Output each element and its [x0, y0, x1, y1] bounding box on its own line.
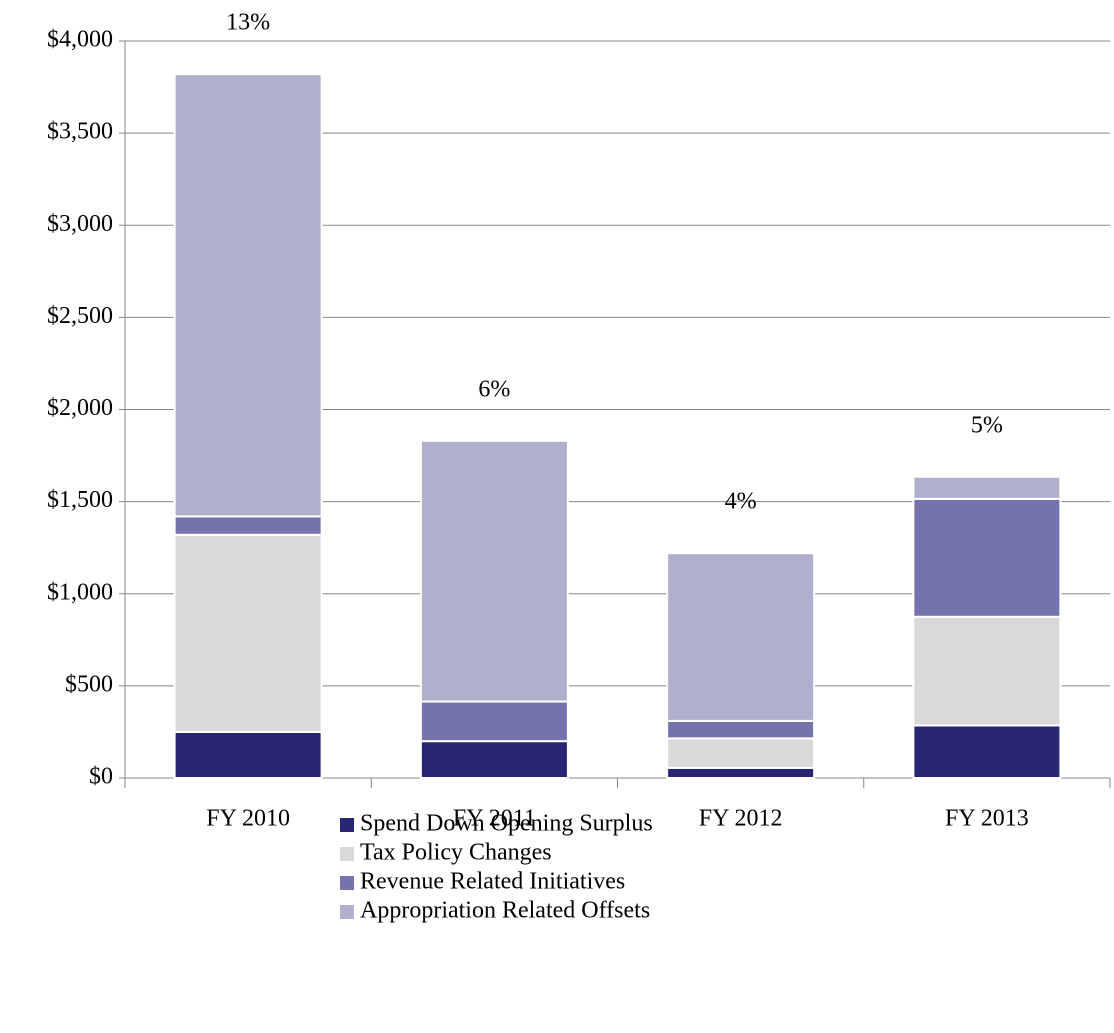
y-tick-label: $2,500 — [47, 303, 113, 329]
bar-segment — [173, 533, 323, 733]
x-tick-label: FY 2012 — [699, 806, 783, 832]
bar-segment — [666, 552, 816, 722]
x-tick-label: FY 2010 — [206, 806, 290, 832]
y-tick-label: $3,500 — [47, 119, 113, 145]
bar-segment — [419, 740, 569, 780]
bar-segment — [666, 737, 816, 769]
bar-segment — [912, 615, 1062, 727]
bar-segment — [173, 73, 323, 518]
bar-segment — [666, 719, 816, 740]
bar-segment — [912, 497, 1062, 618]
y-tick-label: $1,500 — [47, 487, 113, 513]
annotation: 13% — [226, 10, 270, 36]
y-tick-label: $1,000 — [47, 579, 113, 605]
legend-label: Revenue Related Initiatives — [360, 869, 625, 895]
legend-label: Tax Policy Changes — [360, 840, 552, 866]
y-tick-label: $2,000 — [47, 395, 113, 421]
legend-swatch — [340, 847, 354, 861]
bar-segment — [419, 439, 569, 703]
annotation: 4% — [725, 489, 757, 515]
bar-segment — [666, 766, 816, 780]
legend-label: Appropriation Related Offsets — [360, 898, 650, 924]
x-tick-label: FY 2013 — [945, 806, 1029, 832]
legend-swatch — [340, 905, 354, 919]
x-tick-label: FY 2011 — [453, 806, 536, 832]
y-tick-label: $3,000 — [47, 211, 113, 237]
annotation: 6% — [478, 376, 510, 402]
legend-swatch — [340, 818, 354, 832]
bar-segment — [419, 700, 569, 743]
bar-segment — [912, 475, 1062, 500]
annotation: 5% — [971, 412, 1003, 438]
bar-segment — [173, 730, 323, 779]
legend-swatch — [340, 876, 354, 890]
legend-label: Spend Down Opening Surplus — [360, 811, 653, 837]
y-tick-label: $500 — [65, 671, 113, 697]
y-tick-label: $4,000 — [47, 27, 113, 53]
bar-segment — [912, 724, 1062, 780]
y-tick-label: $0 — [89, 764, 113, 790]
bar-segment — [173, 515, 323, 536]
